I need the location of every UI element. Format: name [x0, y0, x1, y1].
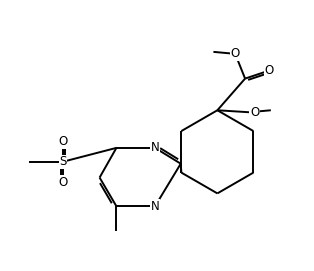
Text: O: O [250, 106, 259, 119]
Text: S: S [59, 155, 67, 168]
Text: O: O [58, 136, 68, 149]
Text: N: N [151, 141, 160, 154]
Text: O: O [58, 176, 68, 189]
Text: O: O [264, 64, 273, 77]
Text: N: N [151, 200, 160, 213]
Text: O: O [230, 47, 240, 60]
